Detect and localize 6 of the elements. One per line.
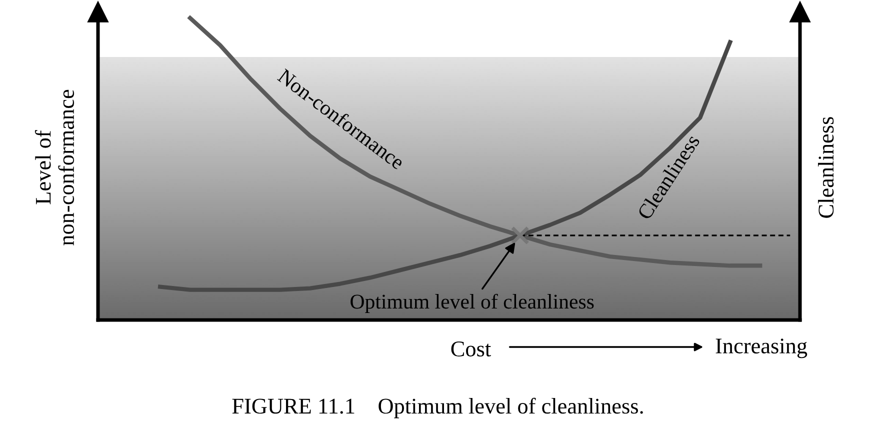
y-axis-title: Level of non-conformance <box>34 90 74 246</box>
text: Increasing <box>716 338 808 358</box>
caption: FIGURE 11.1 Optimum level of cleanliness. <box>232 398 643 418</box>
annotation: Optimum level of cleanliness <box>350 294 594 313</box>
x-axis-title: Cost <box>451 342 491 356</box>
y2-axis-title: Cleanliness <box>818 117 834 218</box>
